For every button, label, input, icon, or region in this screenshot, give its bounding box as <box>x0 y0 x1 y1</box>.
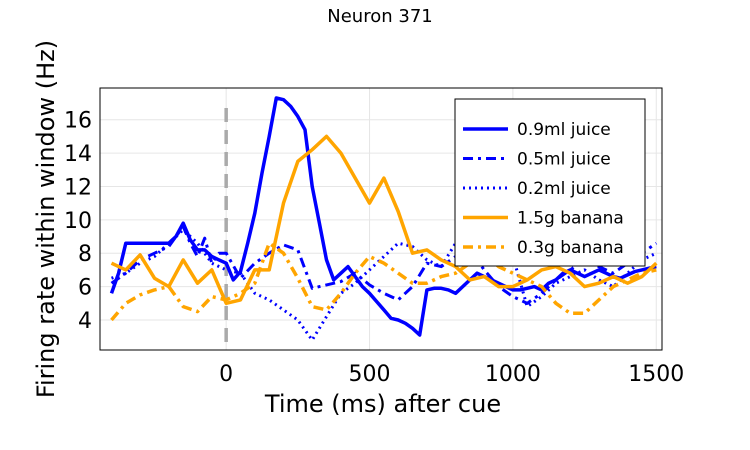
y-tick-label: 14 <box>64 142 92 167</box>
x-tick-label: 1500 <box>628 362 684 387</box>
y-tick-label: 16 <box>64 109 92 134</box>
plot-frame <box>99 87 663 351</box>
y-tick-label: 12 <box>64 175 92 200</box>
y-axis-ticks: 4 6 8 10 12 14 16 <box>64 109 92 334</box>
y-tick-label: 4 <box>78 309 92 334</box>
legend-label: 0.3g banana <box>517 238 624 258</box>
x-tick-label: 0 <box>219 362 233 387</box>
series-layer <box>109 96 658 350</box>
legend-box <box>454 98 646 267</box>
y-tick-label: 6 <box>78 276 92 301</box>
legend-label: 0.9ml juice <box>517 120 611 140</box>
x-axis-ticks: 0 500 1000 1500 <box>219 362 684 387</box>
legend-label: 0.5ml juice <box>517 150 611 170</box>
series-line-4 <box>110 134 658 306</box>
series-line-2 <box>110 225 658 305</box>
y-tick-label: 10 <box>64 209 92 234</box>
legend: 0.9ml juice 0.5ml juice 0.2ml juice 1.5g ba… <box>454 98 646 267</box>
y-axis-label: Firing rate within window (Hz) <box>32 40 60 398</box>
chart-title: Neuron 371 <box>327 6 432 27</box>
series-line-3 <box>111 225 657 342</box>
legend-label: 0.2ml juice <box>517 179 611 199</box>
y-tick-label: 8 <box>78 242 92 267</box>
x-tick-label: 500 <box>349 362 391 387</box>
x-tick-label: 1000 <box>485 362 541 387</box>
x-axis-label: Time (ms) after cue <box>264 390 501 418</box>
series-line-5 <box>110 241 657 322</box>
legend-label: 1.5g banana <box>517 209 624 229</box>
